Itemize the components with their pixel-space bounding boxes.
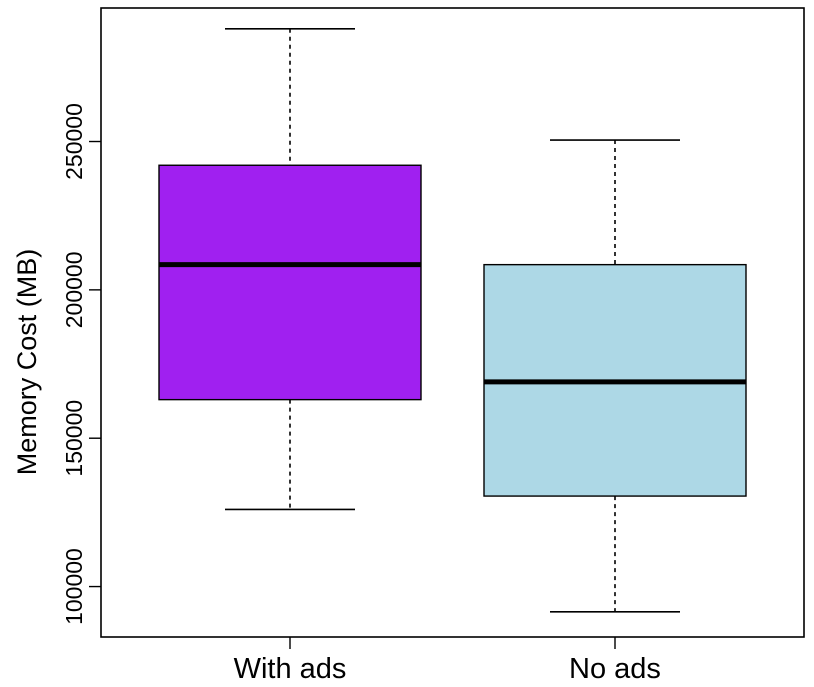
iqr-box xyxy=(158,164,422,401)
y-axis: 100000 150000 200000 250000 xyxy=(61,103,101,625)
x-axis: With ads No ads xyxy=(234,637,661,685)
y-axis-title: Memory Cost (MB) xyxy=(12,249,42,476)
y-tick-label: 250000 xyxy=(61,103,87,180)
box-group xyxy=(158,27,422,511)
y-tick-label: 100000 xyxy=(61,548,87,625)
y-tick-label: 200000 xyxy=(61,251,87,328)
box-group xyxy=(483,139,747,613)
plot-frame xyxy=(100,7,805,638)
x-tick-label: No ads xyxy=(569,653,661,685)
x-tick-label: With ads xyxy=(234,653,347,685)
y-tick-label: 150000 xyxy=(61,400,87,477)
plot-marks xyxy=(158,27,747,613)
